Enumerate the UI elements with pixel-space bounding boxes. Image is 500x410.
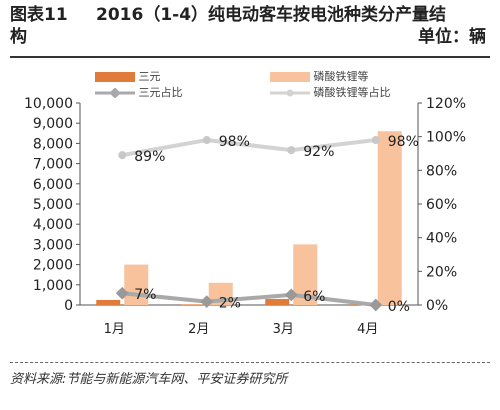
sanyuan-share-data-label: 6% <box>303 289 325 305</box>
x-tick-label: 3月 <box>273 322 294 337</box>
legend-line-sanyuan-share <box>95 88 135 98</box>
legend-item-lfp-share: 磷酸铁锂等占比 <box>270 84 391 100</box>
legend-item-lfp: 磷酸铁锂等 <box>270 68 369 84</box>
source-note: 资料来源:节能与新能源汽车网、平安证券研究所 <box>10 372 288 387</box>
legend-swatch-lfp <box>270 72 310 82</box>
sanyuan-share-data-label: 7% <box>134 287 156 303</box>
legend-swatch-sanyuan <box>95 72 135 82</box>
y-left-tick-label: 9,000 <box>33 116 73 132</box>
legend-item-sanyuan-share: 三元占比 <box>95 84 183 100</box>
lfp-share-data-label: 92% <box>303 144 334 160</box>
sanyuan-share-line <box>122 291 376 307</box>
y-left-tick-label: 5,000 <box>33 197 73 213</box>
legend: 三元 磷酸铁锂等 三元占比 磷酸铁锂等占比 <box>95 68 465 100</box>
y-left-tick-label: 8,000 <box>33 136 73 152</box>
unit-label: 单位：辆 <box>418 27 486 47</box>
legend-line-lfp-share <box>270 89 310 97</box>
y-left-tick-label: 7,000 <box>33 157 73 173</box>
y-right-tick-label: 40% <box>426 231 457 247</box>
y-right-tick-label: 60% <box>426 197 457 213</box>
y-left-tick-label: 6,000 <box>33 177 73 193</box>
sanyuan-share-point <box>200 295 214 308</box>
y-left-tick-label: 10,000 <box>24 96 73 112</box>
legend-label-lfp-share: 磷酸铁锂等占比 <box>313 86 391 99</box>
title-block: 图表11 构 2016（1-4）纯电动客车按电池种类分产量结 单位：辆 <box>10 4 490 52</box>
y-left-tick-label: 2,000 <box>33 258 73 274</box>
lfp-share-point <box>371 136 380 145</box>
figure-label: 图表11 构 <box>10 5 68 47</box>
bar-sanyuan <box>180 304 205 305</box>
lfp-share-data-label: 98% <box>219 134 250 150</box>
bar-lfp <box>124 264 149 305</box>
legend-label-sanyuan: 三元 <box>138 70 161 83</box>
bar-line-chart: 0 1,000 2,000 3,000 4,000 5,000 6,000 7,000 8,00… <box>24 96 466 337</box>
lfp-share-point <box>118 151 127 160</box>
bottom-rule <box>10 362 490 363</box>
top-rule <box>10 56 490 58</box>
sanyuan-share-point <box>369 298 383 312</box>
x-tick-label: 4月 <box>357 322 378 337</box>
sanyuan-share-data-label: 0% <box>388 299 410 315</box>
y-left-tick-label: 1,000 <box>33 278 73 294</box>
y-left-tick-label: 3,000 <box>33 237 73 253</box>
lfp-share-point <box>287 146 296 155</box>
legend-label-sanyuan-share: 三元占比 <box>138 86 183 99</box>
y-right-tick-label: 120% <box>426 96 466 112</box>
sanyuan-share-point <box>284 288 298 302</box>
lfp-share-data-label: 98% <box>388 134 419 150</box>
bar-lfp <box>377 131 402 305</box>
lfp-share-data-label: 89% <box>134 149 165 165</box>
y-right-tick-label: 100% <box>426 130 466 146</box>
lfp-share-line <box>121 138 376 158</box>
sanyuan-share-data-label: 2% <box>219 296 241 312</box>
legend-item-sanyuan: 三元 <box>95 68 161 84</box>
x-tick-label: 2月 <box>188 322 209 337</box>
x-tick-label: 1月 <box>104 322 125 337</box>
y-right-tick-label: 0% <box>426 298 448 314</box>
y-right-tick-label: 20% <box>426 264 457 280</box>
y-left-tick-label: 4,000 <box>33 217 73 233</box>
bar-sanyuan <box>265 298 290 305</box>
lfp-share-point <box>202 136 211 145</box>
y-right-tick-label: 80% <box>426 163 457 179</box>
legend-label-lfp: 磷酸铁锂等 <box>313 70 369 83</box>
chart-title: 2016（1-4）纯电动客车按电池种类分产量结 <box>96 5 447 25</box>
bar-sanyuan <box>96 299 121 305</box>
y-left-tick-label: 0 <box>64 298 73 314</box>
